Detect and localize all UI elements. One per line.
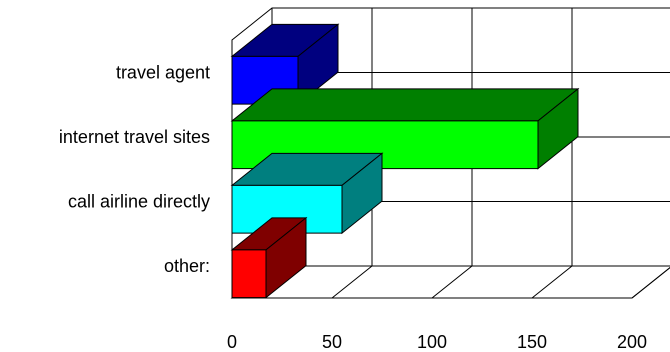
bar-3 xyxy=(230,216,308,299)
x-tick-label: 50 xyxy=(322,332,342,352)
floor-gridline-50 xyxy=(331,265,373,299)
chart-bars xyxy=(230,23,580,299)
floor-gridline-100 xyxy=(431,265,473,299)
bar-top-face xyxy=(230,88,580,122)
y-category-label: travel agent xyxy=(116,62,210,82)
y-category-label: other: xyxy=(164,256,210,276)
x-tick-label: 200 xyxy=(617,332,647,352)
floor-gridline-200 xyxy=(631,266,670,299)
y-category-label: call airline directly xyxy=(68,191,210,211)
bar-front-face xyxy=(231,249,267,299)
y-category-label: internet travel sites xyxy=(59,127,210,147)
bar-2 xyxy=(230,152,384,235)
x-tick-label: 0 xyxy=(227,332,237,352)
x-tick-label: 150 xyxy=(517,332,547,352)
chart-labels: 0 50 100 150 200 travel agent internet travel … xyxy=(59,62,647,352)
floor-gridline-150 xyxy=(531,265,573,299)
x-tick-label: 100 xyxy=(417,332,447,352)
